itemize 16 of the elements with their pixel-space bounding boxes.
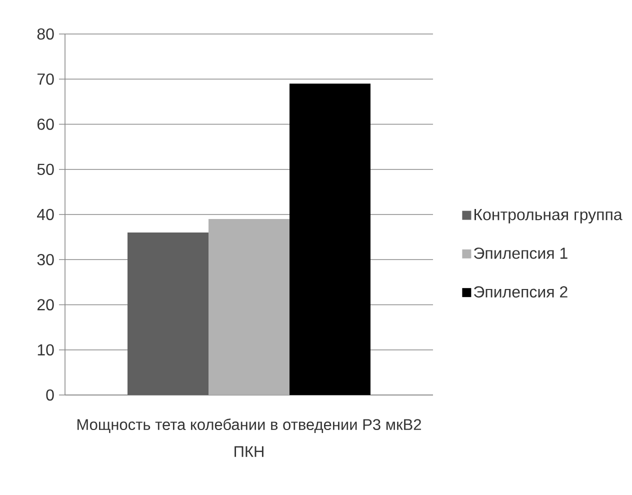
y-tick-label: 0 xyxy=(46,389,54,401)
bar xyxy=(290,84,370,395)
y-tick-label: 70 xyxy=(37,73,54,85)
y-tick-label: 10 xyxy=(38,344,54,356)
y-tick-label: 60 xyxy=(37,118,54,130)
y-tick-label: 50 xyxy=(37,164,54,176)
bar xyxy=(128,232,209,395)
x-tick-label: Мощность тета колебании в отведении P3 мкВ2 ПКН xyxy=(77,418,421,457)
y-tick-label: 40 xyxy=(37,208,54,220)
y-tick-label: 30 xyxy=(37,254,54,266)
y-tick-label: 20 xyxy=(37,299,54,310)
y-tick-label: 80 xyxy=(37,28,54,40)
legend-label: Эпилепсия 1 xyxy=(474,248,568,259)
legend-label: Контрольная группа xyxy=(474,209,622,224)
legend-label: Эпилепсия 2 xyxy=(474,286,568,298)
bar xyxy=(208,219,290,395)
